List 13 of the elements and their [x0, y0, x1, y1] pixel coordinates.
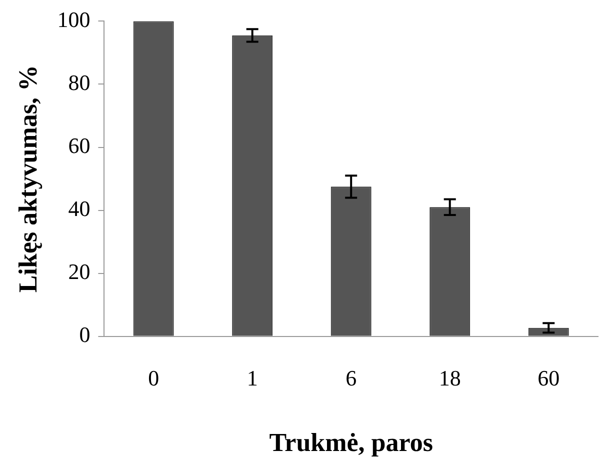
y-tick-label: 40: [68, 196, 90, 222]
x-tick-label: 0: [148, 365, 160, 390]
x-tick-label: 18: [438, 365, 461, 390]
x-axis-title: Trukmė, paros: [269, 428, 433, 458]
y-tick-label: 0: [79, 322, 90, 348]
y-tick-label: 80: [68, 70, 90, 96]
y-tick-label: 60: [68, 133, 90, 158]
x-tick-label: 60: [538, 365, 560, 390]
y-axis-title: Likęs aktyvumas, %: [13, 65, 42, 293]
x-tick-label: 1: [246, 365, 258, 390]
x-tick-label: 6: [346, 365, 357, 390]
y-tick-label: 20: [68, 259, 90, 284]
y-tick-label: 100: [57, 6, 90, 32]
